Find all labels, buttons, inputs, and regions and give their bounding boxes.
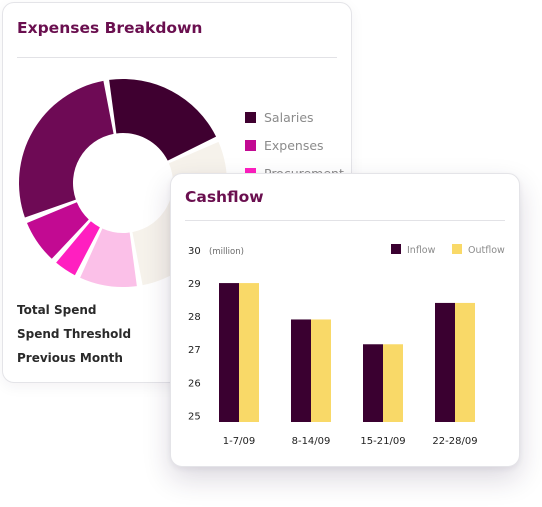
expenses-divider bbox=[17, 57, 337, 58]
y-tick-label: 26 bbox=[188, 378, 201, 389]
donut-segment-4 bbox=[80, 228, 137, 287]
legend-label-expenses: Expenses bbox=[264, 137, 324, 153]
expenses-card-title: Expenses Breakdown bbox=[17, 19, 203, 37]
y-tick-label: 27 bbox=[188, 345, 201, 356]
legend-swatch-salaries bbox=[245, 111, 256, 123]
bar-inflow-2 bbox=[291, 319, 311, 422]
y-tick-label: 25 bbox=[188, 411, 201, 422]
legend-item-expenses: Expenses bbox=[245, 131, 344, 159]
cashflow-card-title: Cashflow bbox=[185, 188, 264, 206]
bar-inflow-3 bbox=[363, 344, 383, 422]
y-tick-label: 30 bbox=[188, 246, 201, 257]
donut-segment-5 bbox=[56, 221, 100, 276]
cashflow-divider bbox=[185, 220, 505, 221]
stat-spend-threshold: Spend Threshold bbox=[17, 327, 132, 341]
legend-item-salaries: Salaries bbox=[245, 103, 344, 131]
bar-outflow-2 bbox=[311, 319, 331, 422]
y-tick-label: 29 bbox=[188, 279, 201, 290]
donut-segment-1 bbox=[18, 80, 114, 218]
legend-swatch-outflow bbox=[452, 244, 462, 254]
y-tick-label: 28 bbox=[188, 312, 201, 323]
x-tick-label: 8-14/09 bbox=[292, 436, 331, 447]
x-tick-label: 15-21/09 bbox=[360, 436, 405, 447]
x-tick-label: 22-28/09 bbox=[432, 436, 477, 447]
bar-inflow-1 bbox=[219, 283, 239, 422]
cashflow-bar-chart: (million) Inflow Outflow 25 26 27 28 29 30 1-… bbox=[188, 244, 505, 447]
y-axis-unit-label: (million) bbox=[209, 247, 244, 257]
bar-outflow-3 bbox=[383, 344, 403, 422]
cashflow-legend: Inflow Outflow bbox=[391, 244, 505, 256]
legend-label-inflow: Inflow bbox=[407, 245, 436, 256]
donut-segment-2 bbox=[109, 78, 217, 161]
donut-segment-6 bbox=[26, 202, 89, 259]
stat-previous-month: Previous Month bbox=[17, 351, 123, 365]
expenses-stats: Total Spend Spend Threshold Previous Mon… bbox=[17, 303, 131, 375]
cashflow-card: Cashflow (million) Inflow Outflow 25 26 27… bbox=[170, 173, 520, 467]
stat-total-spend: Total Spend bbox=[17, 303, 97, 317]
bar-outflow-1 bbox=[239, 283, 259, 422]
bar-inflow-4 bbox=[435, 302, 455, 422]
legend-swatch-expenses bbox=[245, 139, 256, 151]
x-tick-label: 1-7/09 bbox=[223, 436, 255, 447]
bar-outflow-4 bbox=[455, 302, 475, 422]
legend-swatch-inflow bbox=[391, 244, 401, 254]
legend-label-salaries: Salaries bbox=[264, 109, 314, 125]
legend-label-outflow: Outflow bbox=[468, 245, 505, 256]
